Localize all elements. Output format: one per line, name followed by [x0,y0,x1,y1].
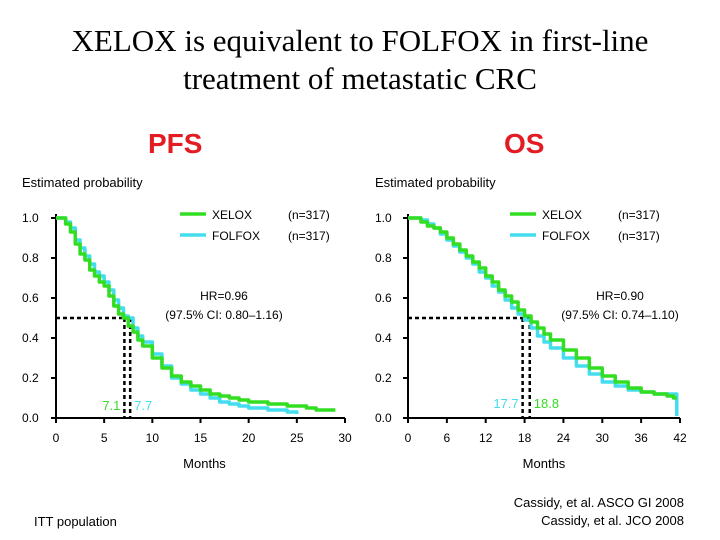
pfs-y-tick-label: 0.0 [22,411,39,425]
os-y-tick-label: 1.0 [375,211,392,225]
pfs-median-label-1: 7.1 [102,398,120,413]
citation-1: Cassidy, et al. ASCO GI 2008 [513,495,684,510]
pfs-legend-n-folfox: (n=317) [288,229,330,243]
pfs-folfox-curve [56,216,299,414]
pfs-y-tick-label: 0.2 [22,371,39,385]
os-y-tick-label: 0.2 [375,371,392,385]
os-x-tick-label: 12 [479,431,493,445]
os-y-tick-label: 0.6 [375,291,392,305]
os-median-label-2: 18.8 [534,396,559,411]
pfs-xelox-curve [56,216,336,412]
pfs-median-label-2: 7.7 [134,398,152,413]
os-hr-label: HR=0.90 [596,289,644,303]
os-y-tick-label: 0.8 [375,251,392,265]
os-x-tick-label: 36 [634,431,648,445]
pfs-x-tick-label: 0 [53,431,60,445]
os-legend-label-folfox: FOLFOX [542,229,590,243]
os-hr-ci-label: (97.5% CI: 0.74–1.10) [561,308,678,322]
pfs-legend-label-folfox: FOLFOX [212,229,260,243]
os-panel-title: OS [504,128,545,159]
pfs-y-tick-label: 0.8 [22,251,39,265]
os-legend-n-folfox: (n=317) [618,229,660,243]
pfs-x-tick-label: 20 [242,431,256,445]
pfs-y-tick-label: 1.0 [22,211,39,225]
pfs-legend-label-xelox: XELOX [212,208,252,222]
citation-2: Cassidy, et al. JCO 2008 [541,513,684,528]
pfs-x-tick-label: 30 [338,431,352,445]
os-y-tick-label: 0.4 [375,331,392,345]
pfs-hr-label: HR=0.96 [200,289,248,303]
slide-title-line-1: XELOX is equivalent to FOLFOX in first-l… [71,23,649,58]
pfs-y-tick-label: 0.4 [22,331,39,345]
os-xelox-curve [408,216,677,400]
os-legend-n-xelox: (n=317) [618,208,660,222]
os-x-tick-label: 6 [444,431,451,445]
os-x-tick-label: 30 [596,431,610,445]
slide-title: XELOX is equivalent to FOLFOX in first-l… [0,22,720,98]
pfs-legend-n-xelox: (n=317) [288,208,330,222]
citations: Cassidy, et al. ASCO GI 2008 Cassidy, et… [514,494,684,530]
pfs-y-axis-label: Estimated probability [22,175,143,190]
pfs-hr-ci-label: (97.5% CI: 0.80–1.16) [165,308,282,322]
os-x-tick-label: 24 [557,431,571,445]
os-x-tick-label: 0 [405,431,412,445]
os-x-tick-label: 18 [518,431,532,445]
os-y-axis-label: Estimated probability [375,175,496,190]
os-x-axis-label: Months [523,456,566,471]
itt-footnote: ITT population [34,514,117,529]
pfs-x-tick-label: 5 [101,431,108,445]
os-median-label-1: 17.7 [493,396,518,411]
pfs-x-tick-label: 25 [290,431,304,445]
pfs-x-tick-label: 10 [146,431,160,445]
slide-title-line-2: treatment of metastatic CRC [183,61,537,96]
pfs-y-tick-label: 0.6 [22,291,39,305]
os-y-tick-label: 0.0 [375,411,392,425]
pfs-x-axis-label: Months [183,456,226,471]
pfs-x-tick-label: 15 [194,431,208,445]
os-x-tick-label: 42 [673,431,687,445]
pfs-panel-title: PFS [148,128,203,159]
os-legend-label-xelox: XELOX [542,208,582,222]
